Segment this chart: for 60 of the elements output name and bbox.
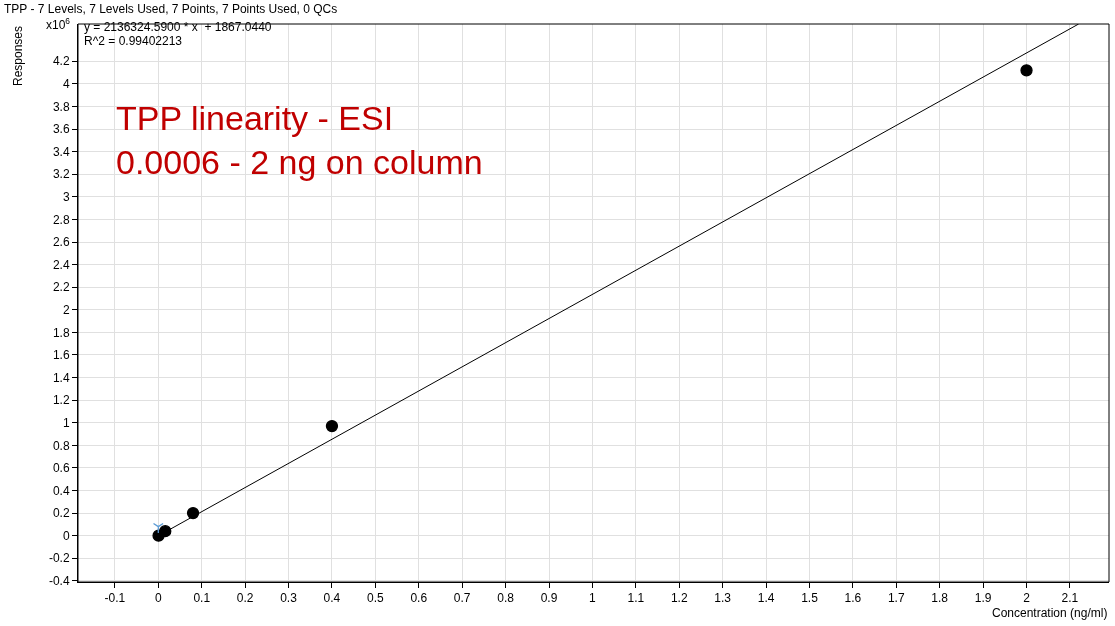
- text: x10$^{6}$: [46, 16, 71, 33]
- x-tick-label: 2: [1023, 591, 1031, 606]
- y-tick-label: 3.2: [52, 167, 70, 182]
- y-tick-label: 3.6: [52, 122, 70, 137]
- x-tick-label: 1.3: [714, 591, 732, 606]
- x-tick-label: 1.7: [887, 591, 905, 606]
- y-tick-label: 1.8: [52, 325, 70, 340]
- x-tick-label: 0.3: [280, 591, 298, 606]
- annotation: y = 2136324.5900 * x + 1867.0440: [84, 20, 272, 34]
- x-tick-label: 0.8: [497, 591, 515, 606]
- x-tick-label: 1.9: [974, 591, 992, 606]
- y-tick-label: 0.2: [52, 506, 70, 521]
- x-tick-label: -0.1: [104, 591, 126, 606]
- y-tick-label: 2.2: [52, 280, 70, 295]
- point: [152, 522, 164, 534]
- y-tick-label: 2.6: [52, 235, 70, 250]
- x-tick-label: 2.1: [1061, 591, 1079, 606]
- chart-title: TPP - 7 Levels, 7 Levels Used, 7 Points, 7 Points Used, 0 QCs: [4, 2, 338, 16]
- x-tick-label: 0.6: [410, 591, 428, 606]
- y-tick-label: 3: [62, 190, 70, 205]
- x-tick-label: 1.6: [844, 591, 862, 606]
- x-tick-label: 0.7: [453, 591, 471, 606]
- annotation: 0.0006 - 2 ng on column: [116, 143, 483, 182]
- y-tick-label: 4: [62, 77, 70, 92]
- y-tick-label: 2: [62, 302, 70, 317]
- y-tick-label: 1.6: [52, 348, 70, 363]
- annotation: TPP linearity - ESI: [116, 99, 394, 137]
- y-tick-label: 0.8: [52, 438, 70, 453]
- y-tick-label: 2.8: [52, 212, 70, 227]
- y-axis-title: Responses: [11, 25, 25, 86]
- x-tick-label: 1.2: [670, 591, 688, 606]
- x-tick-label: 1.5: [801, 591, 819, 606]
- x-tick-label: 1: [589, 591, 597, 606]
- x-tick-label: 1.4: [757, 591, 775, 606]
- y-tick-label: 1.4: [52, 370, 70, 385]
- point: [159, 525, 172, 538]
- y-tick-label: 1.2: [52, 393, 70, 408]
- point: [1020, 64, 1033, 77]
- y-tick-label: -0.2: [48, 551, 70, 566]
- y-tick-label: 2.4: [52, 257, 70, 272]
- y-tick-label: 0.6: [52, 461, 70, 476]
- x-tick-label: 0.1: [193, 591, 211, 606]
- annotation: R^2 = 0.99402213: [84, 34, 183, 48]
- x-tick-label: 0.5: [367, 591, 385, 606]
- y-tick-label: 3.4: [52, 144, 70, 159]
- x-tick-label: 1.1: [627, 591, 645, 606]
- y-tick-label: 4.2: [52, 54, 70, 69]
- x-tick-label: 0.9: [540, 591, 558, 606]
- y-tick-label: 1: [62, 415, 70, 430]
- y-tick-label: -0.4: [48, 574, 70, 589]
- y-tick-label: 0: [62, 528, 70, 543]
- x-tick-label: 0: [154, 591, 162, 606]
- y-tick-label: 0.4: [52, 483, 70, 498]
- point: [325, 419, 339, 433]
- x-tick-label: 0.2: [236, 591, 254, 606]
- point: [186, 506, 200, 520]
- y-tick-label: 3.8: [52, 99, 70, 114]
- x-axis-title: Concentration (ng/ml): [992, 606, 1108, 620]
- x-tick-label: 0.4: [323, 591, 341, 606]
- x-tick-label: 1.8: [931, 591, 949, 606]
